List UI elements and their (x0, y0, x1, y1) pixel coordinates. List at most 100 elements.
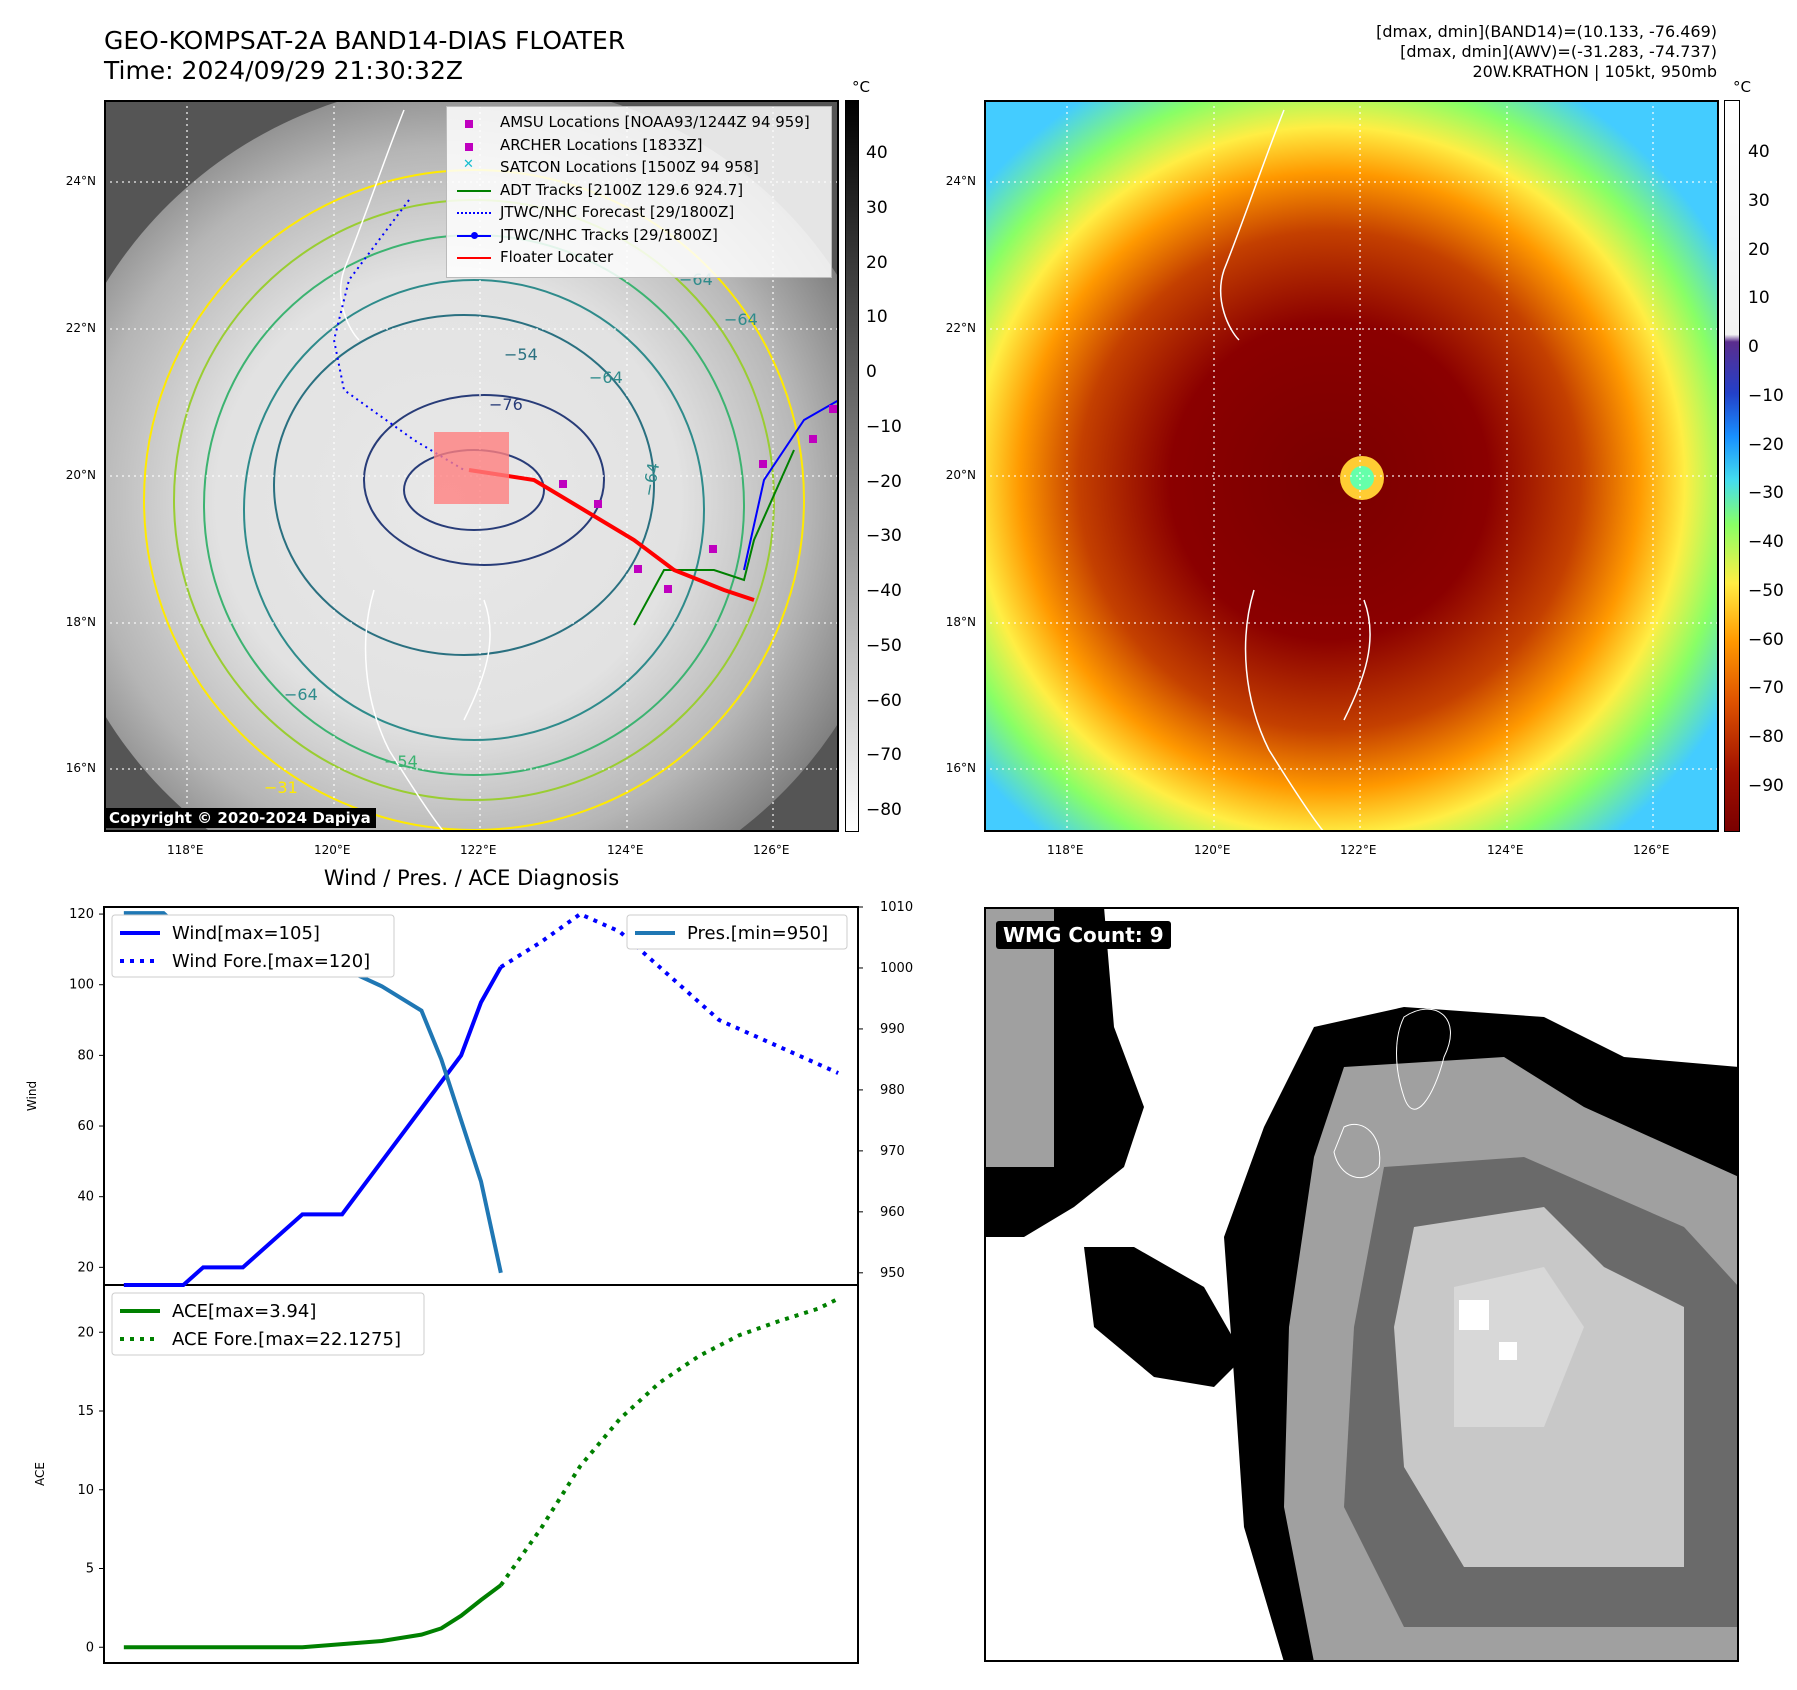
pressure-y-tick-label: 960 (880, 1205, 905, 1220)
colorbar-tick-label: 40 (1748, 142, 1770, 162)
contour-label: −54 (504, 345, 538, 364)
ace-forecast-line (499, 1296, 840, 1587)
wind-y-tick-label: 100 (69, 978, 94, 993)
lon-tick-label: 122°E (1340, 843, 1377, 857)
legend-entry: JTWC/NHC Forecast [29/1800Z] (447, 202, 827, 224)
wind-legend-label: Wind Fore.[max=120] (172, 951, 370, 972)
lon-tick-label: 120°E (1194, 843, 1231, 857)
colorbar-tick-label: −10 (866, 416, 902, 437)
copyright: Copyright © 2020-2024 Dapiya (104, 808, 376, 828)
pressure-legend-box (626, 914, 848, 950)
wind-y-tick-label: 60 (77, 1119, 94, 1134)
contour-label: −54 (384, 752, 418, 771)
ir-colorbar-unit: °C (852, 78, 870, 96)
pressure-y-tick-label: 970 (880, 1144, 905, 1159)
wind-forecast-line (499, 911, 839, 1075)
ace-plot-frame (103, 1284, 859, 1664)
pressure-y-tick-label: 950 (880, 1266, 905, 1281)
lon-tick-label: 118°E (167, 843, 204, 857)
info-line-2: [dmax, dmin](AWV)=(-31.283, -74.737) (1400, 42, 1717, 61)
lat-tick-label: 18°N (945, 615, 976, 629)
lat-tick-label: 24°N (65, 174, 96, 188)
wind-y-tick-label: 40 (77, 1190, 94, 1205)
ir-map-frame (104, 100, 839, 832)
wind-y-tick-label: 120 (69, 907, 94, 922)
ace-y-tick-label: 0 (86, 1640, 94, 1655)
legend-symbol (465, 120, 473, 128)
colorbar-tick-label: 40 (866, 143, 888, 163)
colorbar-tick-label: −50 (1748, 580, 1784, 601)
ace-y-tick-label: 10 (77, 1483, 94, 1498)
colorbar-tick-label: −10 (1748, 385, 1784, 406)
colorbar-tick-label: −70 (1748, 678, 1784, 699)
wmg-image (984, 907, 1739, 1662)
ace-line (123, 1583, 503, 1650)
wmg-count-label: WMG Count: 9 (996, 921, 1171, 949)
awv-map-image (984, 100, 1719, 833)
colorbar-tick-label: −40 (866, 581, 902, 601)
wind-y-tick-label: 20 (77, 1260, 94, 1275)
wind-line (123, 966, 503, 1287)
wind-legend-label: Wind[max=105] (172, 923, 320, 944)
ace-legend-label: ACE Fore.[max=22.1275] (172, 1329, 401, 1350)
legend-label: JTWC/NHC Tracks [29/1800Z] (500, 225, 718, 244)
wmg-panel: WMG Count: 9 (984, 907, 1739, 1662)
lon-tick-label: 118°E (1047, 843, 1084, 857)
lon-tick-label: 126°E (1633, 843, 1670, 857)
lat-tick-label: 20°N (65, 468, 96, 482)
lon-labels-awv: 118°E 120°E 122°E 124°E 126°E (984, 843, 1719, 863)
storm-info: [dmax, dmin](BAND14)=(10.133, -76.469) [… (1376, 22, 1717, 82)
ace-y-tick-label: 15 (77, 1404, 94, 1419)
colorbar-tick-label: −20 (866, 471, 902, 492)
colorbar-tick-label: −70 (866, 745, 902, 766)
legend-symbol (465, 142, 473, 151)
legend-symbol (457, 257, 491, 259)
legend-symbol (457, 212, 491, 214)
lon-tick-label: 124°E (1487, 843, 1524, 857)
colorbar-tick-label: −20 (1748, 434, 1784, 455)
wind-legend-box (111, 914, 395, 978)
title-line-2: Time: 2024/09/29 21:30:32Z (104, 56, 463, 85)
legend-label: SATCON Locations [1500Z 94 958] (500, 158, 759, 176)
colorbar-tick-label: 20 (1748, 239, 1770, 260)
lat-labels-awv: 24°N 22°N 20°N 18°N 16°N (920, 100, 980, 832)
diagnosis-title: Wind / Pres. / ACE Diagnosis (323, 866, 620, 890)
wmg-frame (984, 907, 1739, 1662)
pressure-y-tick-label: 1010 (880, 900, 913, 915)
colorbar-tick-label: −50 (866, 635, 902, 656)
legend-entry: Floater Locater (447, 247, 827, 269)
colorbar-tick-label: 10 (866, 307, 888, 328)
lat-tick-label: 22°N (945, 321, 976, 335)
lon-tick-label: 124°E (607, 843, 644, 857)
colorbar-tick-label: 0 (866, 362, 877, 382)
awv-colorbar (1724, 100, 1740, 832)
ace-legend-box (111, 1292, 425, 1356)
lat-tick-label: 16°N (65, 761, 96, 775)
pressure-y-tick-label: 980 (880, 1083, 905, 1098)
ace-y-tick-label: 5 (86, 1562, 94, 1577)
legend-symbol-dot (471, 231, 478, 239)
contour-label: −64 (284, 685, 318, 704)
lat-tick-label: 18°N (65, 615, 96, 629)
colorbar-tick-label: −80 (1748, 727, 1784, 748)
legend-entry: JTWC/NHC Tracks [29/1800Z] (447, 225, 827, 247)
info-line-3: 20W.KRATHON | 105kt, 950mb (1472, 62, 1717, 81)
legend-entry: ARCHER Locations [1833Z] (447, 135, 827, 157)
ir-legend: AMSU Locations [NOAA93/1244Z 94 959] ARCH… (446, 106, 832, 278)
ace-legend-label: ACE[max=3.94] (172, 1301, 316, 1322)
lat-tick-label: 24°N (945, 174, 976, 188)
ace-axis-label: ACE (33, 1462, 47, 1486)
contour-label: −76 (489, 395, 523, 414)
wind-y-tick-label: 80 (77, 1048, 94, 1063)
ir-map-panel: −64 −54 −76 −64 −64 −64 −54 −31 −64 AMSU… (44, 80, 904, 920)
colorbar-tick-label: −60 (1748, 629, 1784, 650)
lat-tick-label: 22°N (65, 321, 96, 335)
legend-label: JTWC/NHC Forecast [29/1800Z] (500, 203, 735, 221)
legend-label: ADT Tracks [2100Z 129.6 924.7] (500, 180, 744, 199)
title-line-1: GEO-KOMPSAT-2A BAND14-DIAS FLOATER (104, 26, 626, 55)
info-line-1: [dmax, dmin](BAND14)=(10.133, -76.469) (1376, 22, 1717, 41)
awv-map-panel (984, 100, 1719, 833)
legend-symbol: ✕ (463, 157, 474, 172)
colorbar-tick-label: −80 (866, 800, 902, 820)
colorbar-tick-label: 20 (866, 252, 888, 273)
